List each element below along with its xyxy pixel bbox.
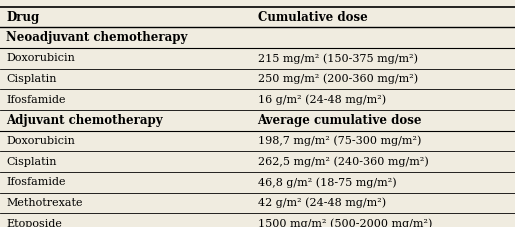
- Text: Neoadjuvant chemotherapy: Neoadjuvant chemotherapy: [6, 31, 187, 44]
- Text: Doxorubicin: Doxorubicin: [6, 136, 75, 146]
- Text: Methotrexate: Methotrexate: [6, 198, 83, 208]
- Text: Etoposide: Etoposide: [6, 219, 62, 227]
- Text: Drug: Drug: [6, 11, 40, 24]
- Text: 46,8 g/m² (18-75 mg/m²): 46,8 g/m² (18-75 mg/m²): [258, 177, 396, 188]
- Text: 42 g/m² (24-48 mg/m²): 42 g/m² (24-48 mg/m²): [258, 198, 386, 208]
- Text: Doxorubicin: Doxorubicin: [6, 53, 75, 64]
- Text: 16 g/m² (24-48 mg/m²): 16 g/m² (24-48 mg/m²): [258, 94, 386, 105]
- Text: Cumulative dose: Cumulative dose: [258, 11, 367, 24]
- Text: Adjuvant chemotherapy: Adjuvant chemotherapy: [6, 114, 163, 127]
- Text: Cisplatin: Cisplatin: [6, 157, 57, 167]
- Text: 262,5 mg/m² (240-360 mg/m²): 262,5 mg/m² (240-360 mg/m²): [258, 156, 428, 167]
- Text: 215 mg/m² (150-375 mg/m²): 215 mg/m² (150-375 mg/m²): [258, 53, 418, 64]
- Text: 1500 mg/m² (500-2000 mg/m²): 1500 mg/m² (500-2000 mg/m²): [258, 218, 432, 227]
- Text: Ifosfamide: Ifosfamide: [6, 95, 66, 105]
- Text: 198,7 mg/m² (75-300 mg/m²): 198,7 mg/m² (75-300 mg/m²): [258, 136, 421, 146]
- Text: Cisplatin: Cisplatin: [6, 74, 57, 84]
- Text: Average cumulative dose: Average cumulative dose: [258, 114, 422, 127]
- Text: 250 mg/m² (200-360 mg/m²): 250 mg/m² (200-360 mg/m²): [258, 74, 418, 84]
- Text: Ifosfamide: Ifosfamide: [6, 177, 66, 188]
